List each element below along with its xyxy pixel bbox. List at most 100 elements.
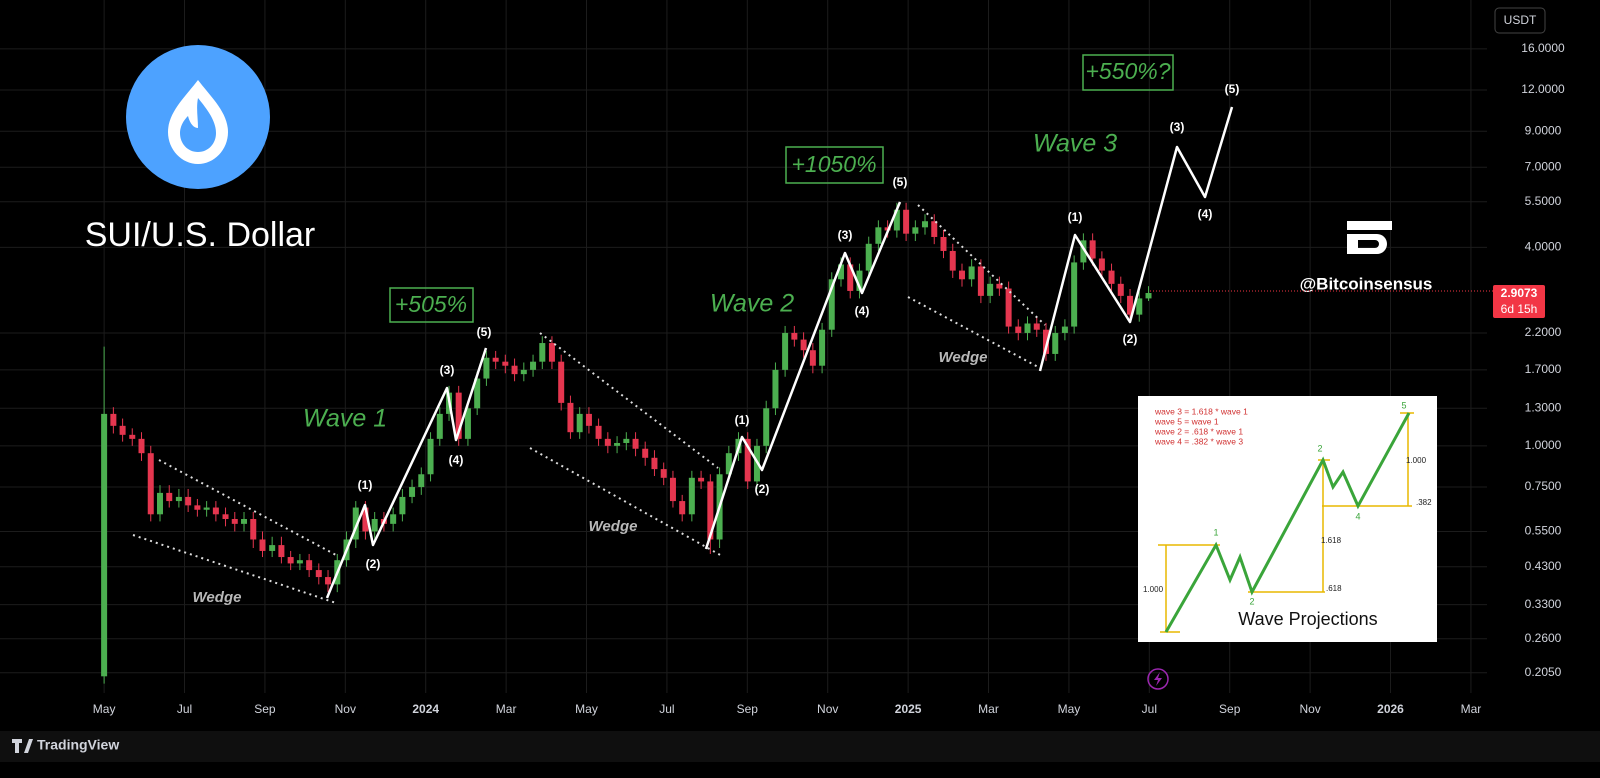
candle-body (436, 413, 443, 439)
candle-body (1108, 270, 1115, 284)
x-tick-label: Nov (1299, 702, 1320, 716)
candle-body (865, 243, 872, 271)
candle-body (511, 365, 518, 375)
wave-lines (325, 106, 1234, 599)
inset-ratio: 1.618 (1321, 536, 1342, 545)
wave-count: (1) (1068, 210, 1083, 224)
candle-body (390, 514, 397, 524)
candle-body (828, 279, 835, 330)
watermark: @Bitcoinsensus (1300, 274, 1433, 293)
candle-body (707, 481, 714, 540)
candle-body (679, 501, 686, 515)
candle-body (287, 557, 294, 564)
wedge-line (539, 332, 719, 469)
candle-body (1098, 258, 1105, 271)
candle-body (912, 227, 919, 234)
candle-body (399, 496, 406, 515)
candle-body (931, 221, 938, 237)
countdown: 6d 15h (1501, 302, 1538, 316)
y-axis: 0.2050 0.2600 0.3300 0.4300 0.5500 0.7500 1.00… (1521, 41, 1565, 679)
logo-part (1347, 221, 1392, 230)
footer (0, 731, 1600, 762)
x-tick-label: Jul (1142, 702, 1157, 716)
candle-body (1089, 240, 1096, 259)
currency-button[interactable] (1494, 7, 1546, 34)
wave-count: (2) (755, 482, 770, 496)
x-tick-label: 2026 (1377, 702, 1404, 716)
candle-body (949, 250, 956, 271)
candle-body (409, 487, 416, 497)
x-tick-label: 2024 (412, 702, 439, 716)
candle-body (1145, 293, 1152, 299)
candle-body (660, 469, 667, 478)
candle-body (138, 438, 145, 454)
candle-body (576, 413, 583, 433)
x-tick-label: Sep (737, 702, 759, 716)
wave-count: (2) (1123, 332, 1138, 346)
candle-body (278, 545, 285, 558)
candle-body (539, 343, 546, 362)
wave-count: (3) (440, 363, 455, 377)
candle-body (185, 496, 192, 506)
wedge-label: Wedge (193, 589, 242, 606)
y-tick-label: 7.0000 (1525, 159, 1562, 173)
gain-label: +550%? (1085, 58, 1170, 84)
price-tag (1493, 285, 1545, 318)
y-tick-label: 0.3300 (1525, 597, 1562, 611)
candle-body (623, 438, 630, 444)
inset-rule: wave 2 = .618 * wave 1 (1154, 426, 1243, 436)
wave-line (1038, 106, 1234, 372)
y-tick-label: 2.2000 (1525, 325, 1562, 339)
x-tick-label: May (575, 702, 598, 716)
x-tick-label: Mar (1461, 702, 1482, 716)
candle-body (1005, 288, 1012, 327)
sui-logo (126, 45, 270, 189)
candle-body (558, 361, 565, 403)
inset-ratio: .618 (1326, 584, 1342, 593)
event-bolt (1154, 672, 1162, 686)
candle-body (530, 361, 537, 370)
wave-count: (1) (358, 478, 373, 492)
candle-body (212, 507, 219, 515)
x-axis: May Jul Sep Nov 2024 Mar May Jul Sep Nov 2025 Mar Ma… (93, 702, 1481, 716)
y-tick-label: 0.5500 (1525, 524, 1562, 538)
event-icon[interactable] (1147, 668, 1169, 690)
last-price: 2.9073 (1501, 286, 1538, 300)
candle-body (250, 518, 257, 540)
candle-body (996, 283, 1003, 289)
candle-body (156, 492, 163, 515)
y-tick-label: 4.0000 (1525, 240, 1562, 254)
candle-body (1136, 298, 1143, 315)
candle-body (1071, 262, 1078, 327)
wave-count: (4) (449, 453, 464, 467)
candle-body (688, 477, 695, 515)
candle-body (893, 209, 900, 231)
wave-counts: (1) (2) (3) (4) (5) (1) (2) (3) (4) (5) (1) (2) (3) (… (358, 82, 1240, 571)
candle-body (362, 507, 369, 532)
currency: USDT (1504, 13, 1537, 27)
wave-projection-inset: wave 3 = 1.618 * wave 1 wave 5 = wave 1 … (1138, 396, 1437, 642)
wedge-label: Wedge (589, 518, 638, 535)
candle-body (315, 570, 322, 578)
sui-drop (168, 80, 228, 164)
candle-body (231, 518, 238, 524)
brand-logo (12, 739, 33, 753)
candle-body (903, 209, 910, 234)
gain-label: +1050% (791, 151, 876, 177)
candle-body (782, 332, 789, 370)
candle-body (977, 266, 984, 296)
candle-body (427, 438, 434, 475)
candle-body (809, 350, 816, 366)
candle-body (763, 408, 770, 446)
chart-title: SUI/U.S. Dollar (85, 216, 316, 254)
wave-label: Wave 3 (1033, 130, 1117, 158)
y-tick-label: 5.5000 (1525, 194, 1562, 208)
bitcoinsensus-logo (1347, 221, 1392, 254)
inset-point: 1 (1213, 527, 1218, 537)
candle-body (669, 477, 676, 502)
candle-body (194, 505, 201, 510)
gain-box (785, 146, 884, 184)
candle-body (791, 332, 798, 340)
candle-body (241, 518, 248, 524)
candle-body (306, 560, 313, 571)
